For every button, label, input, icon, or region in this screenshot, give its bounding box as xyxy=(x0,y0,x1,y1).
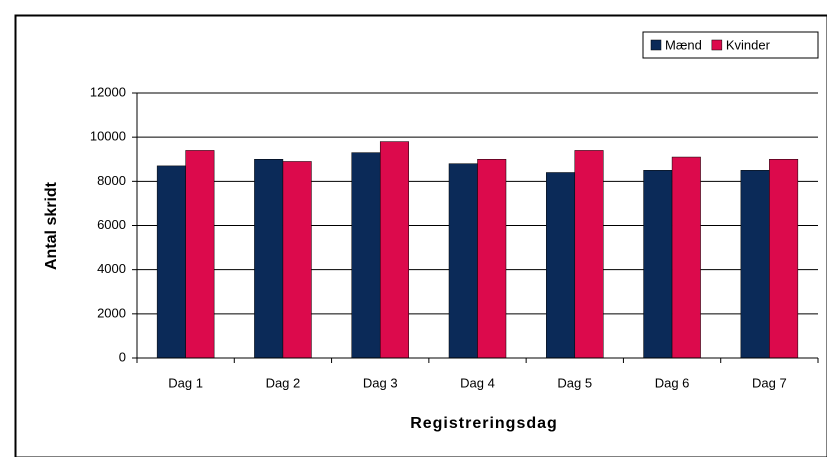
bar xyxy=(379,141,409,359)
y-tick-label: 2000 xyxy=(97,305,126,320)
x-tick-label: Dag 2 xyxy=(266,375,301,390)
bar xyxy=(448,163,478,359)
y-tick-label: 12000 xyxy=(90,84,126,99)
bar xyxy=(671,156,701,359)
y-tick-label: 6000 xyxy=(97,217,126,232)
bar xyxy=(546,172,576,359)
bar xyxy=(156,165,186,359)
legend-swatch xyxy=(650,39,662,51)
y-tick-label: 10000 xyxy=(90,129,126,144)
y-tick-label: 8000 xyxy=(97,173,126,188)
x-tick-label: Dag 6 xyxy=(655,375,690,390)
bar xyxy=(185,150,215,359)
x-tick-label: Dag 7 xyxy=(752,375,787,390)
bar xyxy=(351,152,381,359)
x-axis-title: Registreringsdag xyxy=(410,415,558,432)
y-axis-title: Antal skridt xyxy=(43,181,60,270)
legend-label: Kvinder xyxy=(726,37,771,52)
x-tick-label: Dag 3 xyxy=(363,375,398,390)
x-tick-label: Dag 5 xyxy=(557,375,592,390)
bar xyxy=(574,150,604,359)
bar xyxy=(254,159,284,359)
y-tick-label: 0 xyxy=(119,349,126,364)
legend-swatch xyxy=(711,39,723,51)
bar xyxy=(643,170,673,359)
bar xyxy=(769,159,799,359)
y-tick-label: 4000 xyxy=(97,261,126,276)
bar xyxy=(740,170,770,359)
bar xyxy=(282,161,312,359)
legend-label: Mænd xyxy=(665,37,702,52)
x-tick-label: Dag 1 xyxy=(168,375,203,390)
x-tick-label: Dag 4 xyxy=(460,375,495,390)
bar xyxy=(477,159,507,359)
legend-box xyxy=(642,31,819,59)
